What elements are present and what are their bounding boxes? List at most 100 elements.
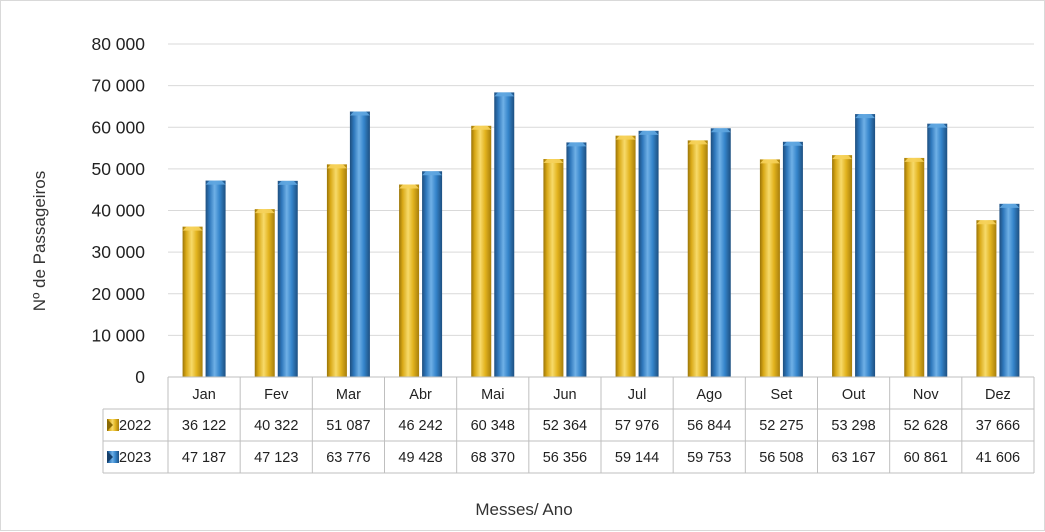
bar-2023-abr — [422, 171, 443, 377]
bar-2023-ago — [710, 128, 731, 377]
bar-2022-mar — [326, 164, 347, 377]
bar-cap — [710, 128, 731, 133]
data-label: 40 322 — [254, 418, 298, 434]
y-tick-label: 80 000 — [91, 34, 145, 54]
data-label: 56 356 — [543, 450, 587, 466]
bar-2022-fev — [254, 209, 275, 377]
x-tick-label: Nov — [913, 387, 940, 403]
bar-body — [399, 184, 420, 377]
y-tick-label: 70 000 — [91, 76, 145, 96]
bar-cap — [566, 142, 587, 147]
bar-cap — [904, 157, 925, 162]
y-tick-label: 50 000 — [91, 159, 145, 179]
bar-cap — [782, 141, 803, 146]
legend-label-2023: 2023 — [119, 450, 151, 466]
bar-body — [326, 164, 347, 377]
bar-body — [976, 220, 997, 377]
bar-body — [422, 171, 443, 377]
bar-2023-mai — [494, 92, 515, 377]
bar-cap — [326, 164, 347, 169]
bar-body — [904, 157, 925, 377]
bar-2022-set — [759, 159, 780, 377]
bar-2023-out — [855, 114, 876, 378]
data-label: 68 370 — [471, 450, 515, 466]
bar-2022-ago — [687, 140, 708, 377]
x-tick-label: Ago — [696, 387, 722, 403]
bar-body — [205, 180, 226, 377]
data-label: 60 348 — [471, 418, 515, 434]
bar-body — [759, 159, 780, 377]
bar-cap — [422, 171, 443, 176]
bar-cap — [638, 130, 659, 135]
data-label: 60 861 — [904, 450, 948, 466]
bar-body — [349, 111, 370, 377]
bar-cap — [759, 159, 780, 164]
data-label: 47 123 — [254, 450, 298, 466]
y-axis-label: Nº de Passageiros — [30, 171, 49, 311]
data-label: 41 606 — [976, 450, 1020, 466]
x-tick-label: Out — [842, 387, 865, 403]
bar-body — [471, 125, 492, 377]
data-label: 59 144 — [615, 450, 659, 466]
bar-cap — [999, 203, 1020, 208]
bar-body — [999, 203, 1020, 377]
bar-body — [687, 140, 708, 377]
bar-body — [182, 226, 203, 377]
x-tick-label: Mai — [481, 387, 504, 403]
data-label: 63 776 — [326, 450, 370, 466]
data-label: 52 364 — [543, 418, 587, 434]
data-label: 46 242 — [398, 418, 442, 434]
bar-cap — [687, 140, 708, 145]
data-label: 56 508 — [759, 450, 803, 466]
legend-key-2022 — [107, 419, 119, 431]
bar-body — [254, 209, 275, 377]
bar-body — [277, 180, 298, 377]
x-tick-label: Jul — [628, 387, 647, 403]
bar-cap — [254, 209, 275, 214]
data-label: 47 187 — [182, 450, 226, 466]
bar-2022-dez — [976, 220, 997, 377]
x-tick-label: Jun — [553, 387, 576, 403]
data-label: 53 298 — [831, 418, 875, 434]
x-tick-label: Dez — [985, 387, 1011, 403]
bar-cap — [615, 135, 636, 140]
bar-2022-jun — [543, 159, 564, 377]
bar-cap — [399, 184, 420, 189]
y-tick-label: 0 — [135, 367, 145, 387]
bar-2023-nov — [927, 123, 948, 378]
data-label: 37 666 — [976, 418, 1020, 434]
bar-body — [566, 142, 587, 377]
data-label: 51 087 — [326, 418, 370, 434]
bar-2023-jul — [638, 130, 659, 377]
bar-body — [927, 123, 948, 378]
bar-2022-jan — [182, 226, 203, 377]
data-label: 52 628 — [904, 418, 948, 434]
bar-cap — [494, 92, 515, 97]
bar-2023-mar — [349, 111, 370, 377]
bar-cap — [277, 180, 298, 185]
bar-cap — [832, 155, 853, 160]
bar-cap — [471, 125, 492, 130]
x-tick-label: Set — [771, 387, 793, 403]
bar-body — [615, 135, 636, 377]
bar-body — [832, 155, 853, 377]
legend-swatch-bevel — [107, 419, 113, 431]
y-tick-label: 20 000 — [91, 284, 145, 304]
x-tick-label: Mar — [336, 387, 361, 403]
data-label: 59 753 — [687, 450, 731, 466]
bar-2023-fev — [277, 180, 298, 377]
bar-2023-jun — [566, 142, 587, 377]
legend-key-2023 — [107, 451, 119, 463]
y-tick-label: 40 000 — [91, 201, 145, 221]
data-label: 63 167 — [831, 450, 875, 466]
bar-cap — [349, 111, 370, 116]
bar-cap — [205, 180, 226, 185]
data-label: 56 844 — [687, 418, 731, 434]
bar-2023-jan — [205, 180, 226, 377]
bar-body — [782, 141, 803, 377]
legend-swatch-bevel — [107, 451, 113, 463]
x-tick-label: Jan — [192, 387, 215, 403]
x-tick-label: Fev — [264, 387, 289, 403]
